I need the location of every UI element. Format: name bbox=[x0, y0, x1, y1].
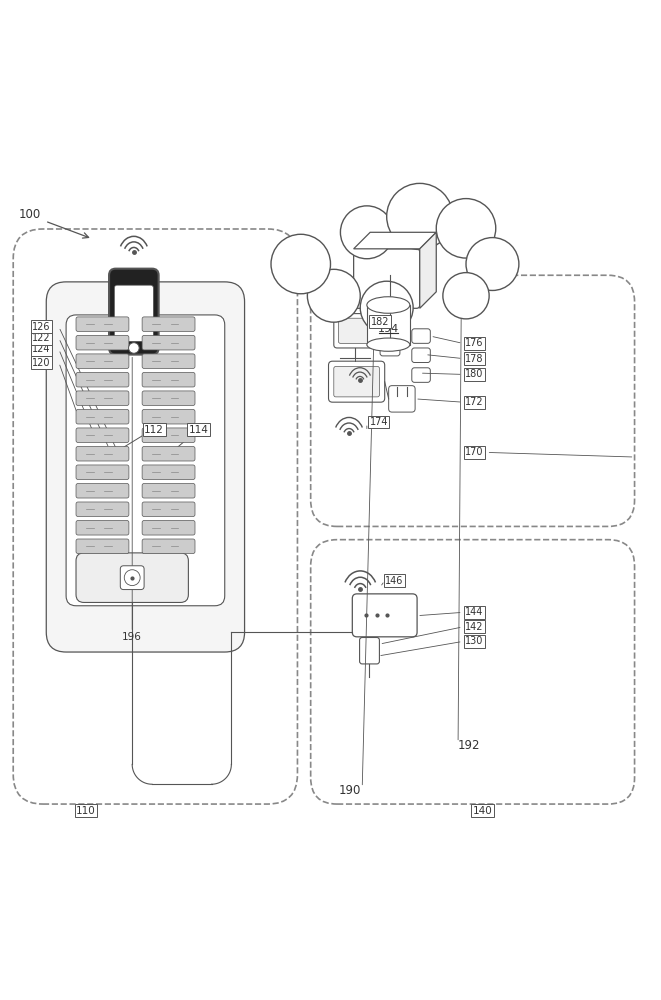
Circle shape bbox=[124, 570, 140, 586]
FancyBboxPatch shape bbox=[76, 553, 188, 602]
FancyBboxPatch shape bbox=[76, 446, 129, 461]
Text: 180: 180 bbox=[465, 369, 484, 379]
Text: 170: 170 bbox=[465, 447, 484, 457]
Text: 124: 124 bbox=[32, 344, 51, 354]
FancyBboxPatch shape bbox=[120, 566, 144, 590]
Text: 122: 122 bbox=[32, 333, 51, 343]
FancyBboxPatch shape bbox=[338, 318, 372, 343]
FancyBboxPatch shape bbox=[142, 409, 195, 424]
Circle shape bbox=[360, 281, 413, 334]
Text: 112: 112 bbox=[144, 425, 164, 435]
Text: 192: 192 bbox=[458, 739, 481, 752]
Ellipse shape bbox=[367, 338, 410, 351]
Text: 130: 130 bbox=[465, 636, 484, 646]
Text: 178: 178 bbox=[465, 354, 484, 364]
Text: 144: 144 bbox=[465, 607, 484, 617]
Text: 140: 140 bbox=[473, 806, 492, 816]
Ellipse shape bbox=[367, 297, 410, 313]
FancyBboxPatch shape bbox=[142, 428, 195, 442]
Text: 120: 120 bbox=[32, 358, 51, 368]
FancyBboxPatch shape bbox=[76, 335, 129, 350]
FancyBboxPatch shape bbox=[76, 539, 129, 554]
Text: 100: 100 bbox=[19, 208, 41, 221]
FancyBboxPatch shape bbox=[76, 372, 129, 387]
FancyBboxPatch shape bbox=[142, 465, 195, 480]
Circle shape bbox=[271, 234, 330, 294]
FancyBboxPatch shape bbox=[76, 354, 129, 368]
FancyBboxPatch shape bbox=[114, 285, 153, 341]
FancyBboxPatch shape bbox=[66, 315, 225, 606]
Circle shape bbox=[443, 273, 489, 319]
FancyBboxPatch shape bbox=[142, 317, 195, 331]
FancyBboxPatch shape bbox=[142, 372, 195, 387]
FancyBboxPatch shape bbox=[142, 483, 195, 498]
FancyBboxPatch shape bbox=[76, 409, 129, 424]
Circle shape bbox=[340, 206, 393, 259]
FancyBboxPatch shape bbox=[76, 391, 129, 405]
FancyBboxPatch shape bbox=[76, 520, 129, 535]
FancyBboxPatch shape bbox=[76, 502, 129, 517]
FancyBboxPatch shape bbox=[76, 483, 129, 498]
Text: 182: 182 bbox=[371, 317, 389, 327]
Text: 142: 142 bbox=[465, 622, 484, 632]
FancyBboxPatch shape bbox=[109, 269, 159, 355]
FancyBboxPatch shape bbox=[76, 465, 129, 480]
Circle shape bbox=[307, 269, 360, 322]
Circle shape bbox=[466, 238, 519, 290]
FancyBboxPatch shape bbox=[142, 391, 195, 405]
FancyBboxPatch shape bbox=[334, 366, 379, 397]
FancyBboxPatch shape bbox=[76, 317, 129, 331]
Text: 114: 114 bbox=[188, 425, 208, 435]
FancyBboxPatch shape bbox=[76, 428, 129, 442]
FancyBboxPatch shape bbox=[142, 502, 195, 517]
Circle shape bbox=[436, 199, 496, 258]
FancyBboxPatch shape bbox=[142, 520, 195, 535]
Circle shape bbox=[128, 343, 139, 353]
Text: 176: 176 bbox=[465, 338, 484, 348]
FancyBboxPatch shape bbox=[142, 446, 195, 461]
FancyBboxPatch shape bbox=[142, 354, 195, 368]
FancyBboxPatch shape bbox=[142, 539, 195, 554]
Polygon shape bbox=[420, 232, 436, 308]
Text: 110: 110 bbox=[76, 806, 96, 816]
Text: 194: 194 bbox=[378, 324, 399, 334]
Text: 174: 174 bbox=[369, 417, 388, 427]
Text: 146: 146 bbox=[385, 576, 404, 586]
Polygon shape bbox=[367, 305, 410, 345]
Text: 196: 196 bbox=[122, 632, 142, 642]
Circle shape bbox=[387, 183, 453, 249]
Text: 126: 126 bbox=[32, 322, 51, 332]
FancyBboxPatch shape bbox=[314, 234, 486, 318]
Text: 190: 190 bbox=[339, 784, 362, 797]
Polygon shape bbox=[354, 232, 436, 249]
Text: 172: 172 bbox=[465, 397, 484, 407]
FancyBboxPatch shape bbox=[46, 282, 245, 652]
FancyBboxPatch shape bbox=[142, 335, 195, 350]
